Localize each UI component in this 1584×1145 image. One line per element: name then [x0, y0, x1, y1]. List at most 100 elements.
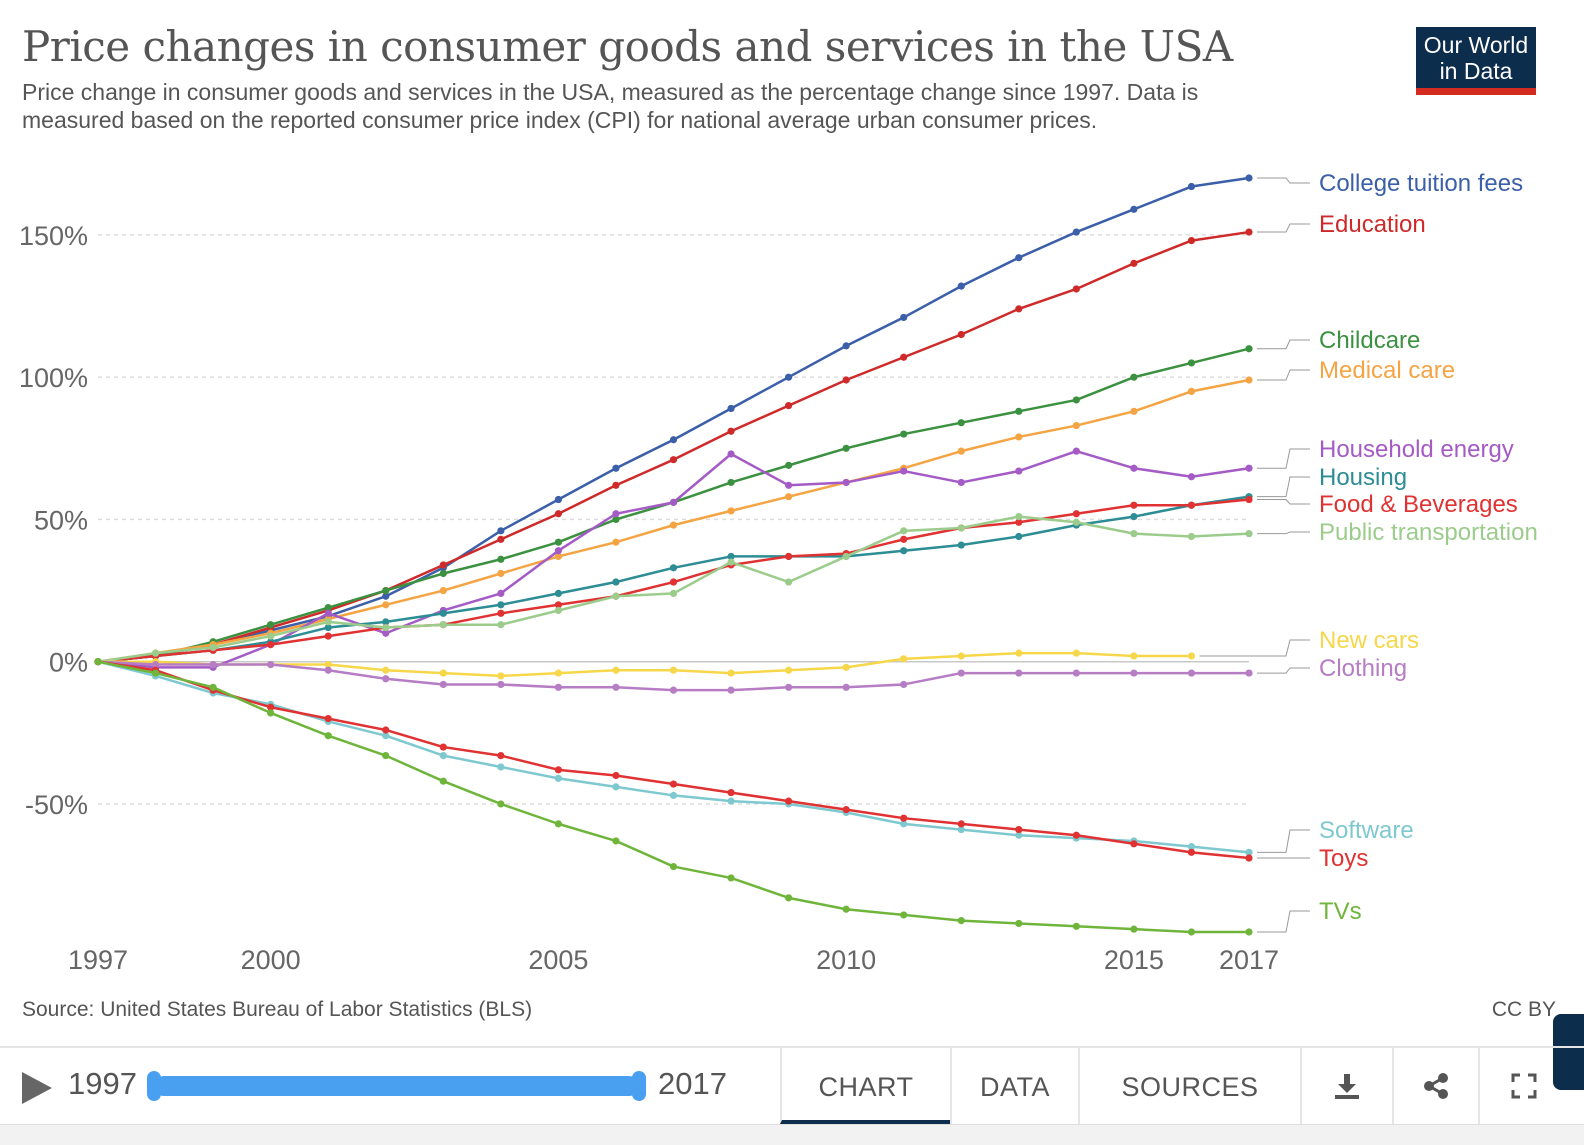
data-point[interactable]	[1245, 465, 1252, 472]
data-point[interactable]	[670, 780, 677, 787]
data-point[interactable]	[670, 590, 677, 597]
data-point[interactable]	[1245, 376, 1252, 383]
data-point[interactable]	[1188, 849, 1195, 856]
data-point[interactable]	[670, 564, 677, 571]
data-point[interactable]	[382, 601, 389, 608]
data-point[interactable]	[958, 331, 965, 338]
data-point[interactable]	[1130, 840, 1137, 847]
data-point[interactable]	[785, 667, 792, 674]
data-point[interactable]	[1073, 396, 1080, 403]
data-point[interactable]	[670, 578, 677, 585]
data-point[interactable]	[497, 681, 504, 688]
data-point[interactable]	[1015, 433, 1022, 440]
data-point[interactable]	[1015, 305, 1022, 312]
data-point[interactable]	[1130, 926, 1137, 933]
data-point[interactable]	[900, 681, 907, 688]
data-point[interactable]	[497, 672, 504, 679]
data-point[interactable]	[555, 684, 562, 691]
data-point[interactable]	[1245, 228, 1252, 235]
share-button[interactable]	[1392, 1048, 1478, 1124]
data-point[interactable]	[152, 650, 159, 657]
data-point[interactable]	[900, 536, 907, 543]
data-point[interactable]	[843, 906, 850, 913]
data-point[interactable]	[1073, 519, 1080, 526]
data-point[interactable]	[1130, 652, 1137, 659]
data-point[interactable]	[382, 675, 389, 682]
data-point[interactable]	[497, 621, 504, 628]
data-point[interactable]	[325, 618, 332, 625]
data-point[interactable]	[497, 752, 504, 759]
timeline-start-handle[interactable]	[147, 1071, 161, 1101]
data-point[interactable]	[382, 587, 389, 594]
data-point[interactable]	[497, 800, 504, 807]
data-point[interactable]	[497, 527, 504, 534]
data-point[interactable]	[612, 684, 619, 691]
data-point[interactable]	[1245, 496, 1252, 503]
data-point[interactable]	[900, 815, 907, 822]
data-point[interactable]	[497, 601, 504, 608]
data-point[interactable]	[1130, 530, 1137, 537]
data-point[interactable]	[440, 743, 447, 750]
data-point[interactable]	[497, 763, 504, 770]
data-point[interactable]	[1130, 408, 1137, 415]
data-point[interactable]	[843, 553, 850, 560]
data-point[interactable]	[612, 578, 619, 585]
data-point[interactable]	[325, 610, 332, 617]
data-point[interactable]	[1073, 510, 1080, 517]
tab-sources[interactable]: SOURCES	[1078, 1048, 1300, 1124]
data-point[interactable]	[958, 283, 965, 290]
data-point[interactable]	[1188, 388, 1195, 395]
tab-chart[interactable]: CHART	[780, 1048, 950, 1124]
data-point[interactable]	[670, 687, 677, 694]
data-point[interactable]	[785, 684, 792, 691]
data-point[interactable]	[727, 789, 734, 796]
data-point[interactable]	[843, 342, 850, 349]
data-point[interactable]	[727, 507, 734, 514]
data-point[interactable]	[210, 684, 217, 691]
data-point[interactable]	[785, 462, 792, 469]
data-point[interactable]	[1188, 669, 1195, 676]
data-point[interactable]	[612, 539, 619, 546]
data-point[interactable]	[1015, 254, 1022, 261]
data-point[interactable]	[843, 445, 850, 452]
data-point[interactable]	[900, 314, 907, 321]
data-point[interactable]	[958, 448, 965, 455]
data-point[interactable]	[900, 430, 907, 437]
data-point[interactable]	[1015, 826, 1022, 833]
data-point[interactable]	[267, 661, 274, 668]
data-point[interactable]	[1073, 832, 1080, 839]
data-point[interactable]	[152, 669, 159, 676]
data-point[interactable]	[785, 482, 792, 489]
data-point[interactable]	[843, 806, 850, 813]
data-point[interactable]	[440, 621, 447, 628]
data-point[interactable]	[958, 541, 965, 548]
data-point[interactable]	[497, 570, 504, 577]
data-point[interactable]	[267, 641, 274, 648]
data-point[interactable]	[382, 752, 389, 759]
license-link[interactable]: CC BY	[1492, 998, 1556, 1022]
data-point[interactable]	[210, 661, 217, 668]
data-point[interactable]	[727, 559, 734, 566]
data-point[interactable]	[497, 556, 504, 563]
data-point[interactable]	[382, 624, 389, 631]
data-point[interactable]	[727, 405, 734, 412]
data-point[interactable]	[1073, 422, 1080, 429]
data-point[interactable]	[785, 894, 792, 901]
data-point[interactable]	[843, 684, 850, 691]
data-point[interactable]	[785, 402, 792, 409]
data-point[interactable]	[267, 621, 274, 628]
data-point[interactable]	[1245, 928, 1252, 935]
data-point[interactable]	[612, 837, 619, 844]
data-point[interactable]	[670, 792, 677, 799]
data-point[interactable]	[1073, 228, 1080, 235]
data-point[interactable]	[900, 354, 907, 361]
data-point[interactable]	[612, 772, 619, 779]
data-point[interactable]	[727, 669, 734, 676]
data-point[interactable]	[555, 820, 562, 827]
data-point[interactable]	[1130, 465, 1137, 472]
data-point[interactable]	[555, 510, 562, 517]
data-point[interactable]	[325, 732, 332, 739]
data-point[interactable]	[497, 610, 504, 617]
data-point[interactable]	[670, 456, 677, 463]
data-point[interactable]	[958, 820, 965, 827]
